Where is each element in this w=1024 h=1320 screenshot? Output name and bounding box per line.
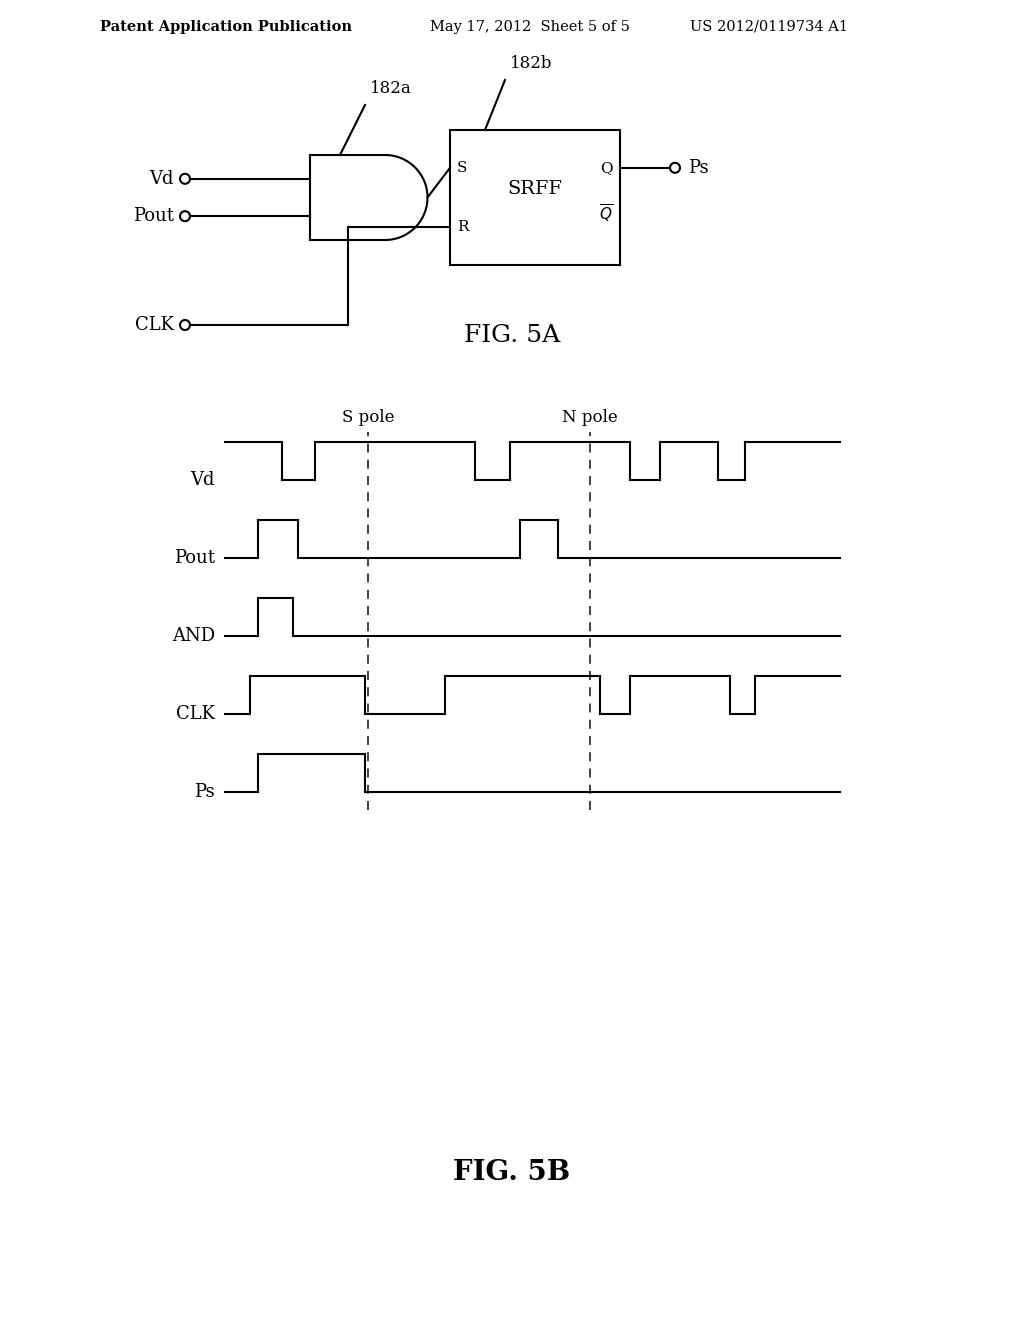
- Text: 182b: 182b: [510, 55, 553, 73]
- Text: CLK: CLK: [135, 315, 174, 334]
- Text: Q: Q: [600, 161, 613, 174]
- Text: S: S: [457, 161, 467, 174]
- Text: FIG. 5A: FIG. 5A: [464, 323, 560, 346]
- Text: Pout: Pout: [133, 207, 174, 226]
- Text: SRFF: SRFF: [508, 181, 562, 198]
- Text: Ps: Ps: [195, 783, 215, 801]
- Text: US 2012/0119734 A1: US 2012/0119734 A1: [690, 20, 848, 34]
- Text: Vd: Vd: [150, 170, 174, 187]
- Text: $\overline{Q}$: $\overline{Q}$: [599, 203, 613, 224]
- Text: R: R: [457, 220, 469, 234]
- Bar: [450, 129, 620, 265]
- Text: CLK: CLK: [176, 705, 215, 723]
- Text: 182a: 182a: [370, 81, 412, 96]
- Text: AND: AND: [172, 627, 215, 645]
- Text: FIG. 5B: FIG. 5B: [454, 1159, 570, 1185]
- Text: May 17, 2012  Sheet 5 of 5: May 17, 2012 Sheet 5 of 5: [430, 20, 630, 34]
- Text: Pout: Pout: [174, 549, 215, 568]
- Text: N pole: N pole: [562, 409, 617, 426]
- Text: Ps: Ps: [688, 158, 709, 177]
- Text: Vd: Vd: [190, 471, 215, 488]
- Text: Patent Application Publication: Patent Application Publication: [100, 20, 352, 34]
- Text: S pole: S pole: [342, 409, 394, 426]
